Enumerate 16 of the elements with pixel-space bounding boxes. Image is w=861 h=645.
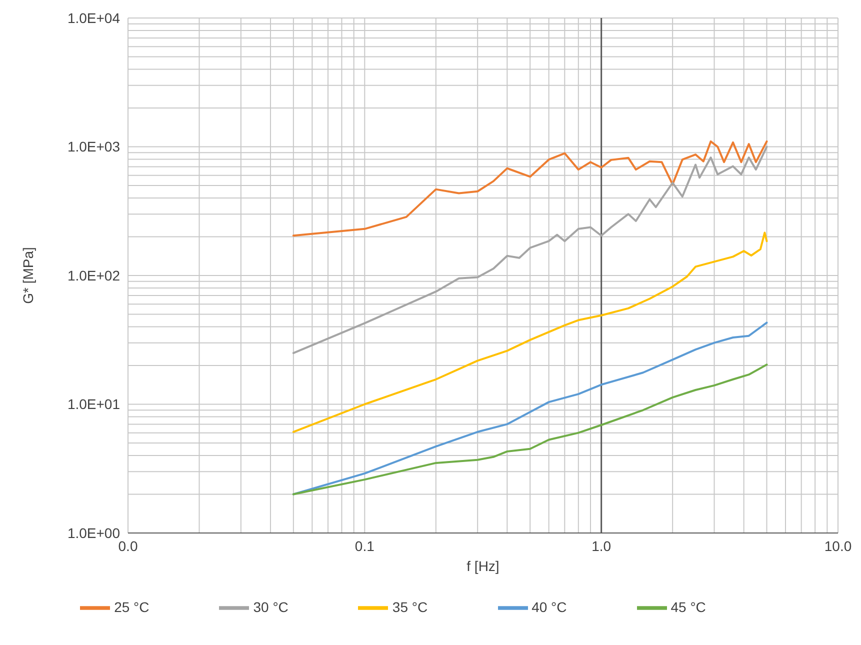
x-axis-title: f [Hz] xyxy=(466,558,500,574)
x-tick-label: 0.1 xyxy=(354,538,375,554)
y-tick-label: 1.0E+03 xyxy=(67,138,120,155)
x-tick-label: 1.0 xyxy=(592,538,612,554)
y-axis-title: G* [MPa] xyxy=(20,247,36,304)
legend-label: 25 °C xyxy=(114,598,150,615)
y-tick-label: 1.0E+02 xyxy=(67,267,120,284)
y-tick-label: 1.0E+01 xyxy=(67,396,120,412)
legend-label: 35 °C xyxy=(392,598,428,615)
legend-label: 30 °C xyxy=(253,598,288,615)
y-tick-label: 1.0E+00 xyxy=(67,524,120,541)
x-tick-label: 0.0 xyxy=(118,538,138,554)
legend-label: 45 °C xyxy=(670,598,706,615)
legend-label: 40 °C xyxy=(532,598,567,615)
x-tick-label: 10.0 xyxy=(824,538,852,554)
y-tick-label: 1.0E+04 xyxy=(67,10,120,26)
